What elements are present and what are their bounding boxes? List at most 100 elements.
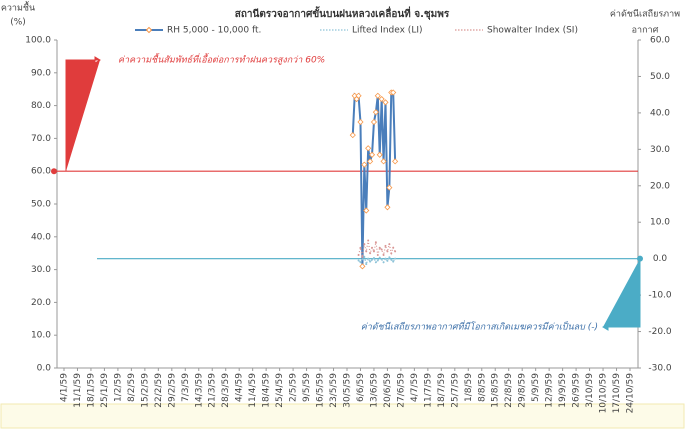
marker xyxy=(392,260,395,263)
marker xyxy=(384,244,387,247)
marker xyxy=(392,246,395,249)
marker xyxy=(372,250,375,253)
marker xyxy=(376,254,379,257)
marker xyxy=(371,258,374,261)
marker xyxy=(390,89,397,96)
marker xyxy=(365,145,372,152)
x-tick-label: 2/5/59 xyxy=(289,373,299,402)
y-tick-label: 90.0 xyxy=(31,68,51,78)
marker xyxy=(382,99,389,106)
marker xyxy=(361,258,364,261)
annotation-arrow xyxy=(602,258,641,331)
x-tick-label: 29/2/59 xyxy=(167,373,177,408)
y2-tick-label: -10.0 xyxy=(648,291,672,301)
x-tick-label: 5/9/59 xyxy=(531,373,541,402)
x-tick-label: 1/8/59 xyxy=(464,373,474,402)
marker xyxy=(372,256,375,259)
marker xyxy=(363,207,370,214)
x-tick-label: 13/6/59 xyxy=(369,373,379,408)
x-tick-label: 16/5/59 xyxy=(316,373,326,408)
marker xyxy=(368,151,376,158)
marker xyxy=(349,132,356,139)
chart-title: สถานีตรวจอากาศขั้นบนฝนหลวงเคลื่อนที่ จ.ช… xyxy=(235,6,450,20)
marker xyxy=(382,254,385,257)
marker xyxy=(367,257,370,260)
x-tick-label: 15/8/59 xyxy=(491,373,501,408)
y-tick-label: 20.0 xyxy=(31,298,51,308)
x-tick-label: 24/10/59 xyxy=(626,373,636,414)
y2-label: อากาศ xyxy=(632,26,659,36)
marker xyxy=(374,241,377,244)
marker xyxy=(380,258,383,261)
marker xyxy=(357,259,360,262)
marker xyxy=(359,261,362,264)
x-tick-label: 8/8/59 xyxy=(477,373,487,402)
marker xyxy=(384,257,387,260)
x-tick-label: 20/6/59 xyxy=(383,373,393,408)
x-tick-label: 22/2/59 xyxy=(154,373,164,408)
x-tick-label: 18/1/59 xyxy=(86,373,96,408)
legend-label: Lifted Index (LI) xyxy=(352,26,423,36)
x-tick-label: 4/1/59 xyxy=(60,373,70,402)
marker xyxy=(374,92,381,99)
marker xyxy=(390,258,393,261)
marker xyxy=(386,250,389,253)
x-tick-label: 7/3/59 xyxy=(181,373,191,402)
legend-marker xyxy=(145,26,153,34)
x-tick-label: 25/4/59 xyxy=(275,373,285,408)
marker xyxy=(357,118,364,126)
y2-tick-label: 60.0 xyxy=(650,36,670,46)
y-tick-label: 60.0 xyxy=(31,167,51,177)
reference-dot xyxy=(51,168,57,175)
x-tick-label: 19/9/59 xyxy=(558,373,568,408)
x-tick-label: 11/7/59 xyxy=(423,373,433,408)
y-tick-label: 40.0 xyxy=(31,232,51,242)
marker xyxy=(394,250,397,253)
x-tick-label: 8/2/59 xyxy=(127,373,137,402)
y2-tick-label: 30.0 xyxy=(650,145,670,155)
marker xyxy=(392,158,399,165)
y-tick-label: 10.0 xyxy=(31,331,51,341)
annotation: ค่าดัชนีเสถียรภาพอากาศที่มีโอกาสเกิดเมฆค… xyxy=(361,320,598,333)
marker xyxy=(372,109,379,116)
marker xyxy=(378,95,385,103)
marker xyxy=(382,261,385,264)
x-tick-label: 22/8/59 xyxy=(504,373,514,408)
legend-label: RH 5,000 - 10,000 ft. xyxy=(167,26,261,36)
x-tick-label: 11/1/59 xyxy=(73,373,83,408)
marker xyxy=(369,252,372,255)
x-tick-label: 26/9/59 xyxy=(572,373,582,408)
x-tick-label: 3/10/59 xyxy=(585,373,595,408)
y-tick-label: 50.0 xyxy=(31,200,51,210)
marker xyxy=(374,261,377,264)
y-tick-label: 80.0 xyxy=(31,101,51,111)
x-tick-label: 12/9/59 xyxy=(545,373,555,408)
marker xyxy=(361,161,368,168)
marker xyxy=(359,246,362,249)
marker xyxy=(378,256,381,259)
marker xyxy=(380,248,383,251)
y-label: ความชื้น xyxy=(1,1,35,14)
x-tick-label: 17/10/59 xyxy=(612,373,622,414)
y2-tick-label: 10.0 xyxy=(650,218,670,228)
marker xyxy=(367,239,370,242)
x-tick-label: 18/4/59 xyxy=(262,373,272,408)
legend-label: Showalter Index (SI) xyxy=(487,26,578,36)
marker xyxy=(355,92,362,99)
y2-label: ค่าดัชนีเสถียรภาพ xyxy=(610,9,680,20)
x-tick-label: 4/7/59 xyxy=(410,373,420,402)
marker xyxy=(376,259,379,262)
marker xyxy=(361,255,364,258)
x-tick-label: 27/6/59 xyxy=(396,373,406,408)
marker xyxy=(378,246,381,249)
marker xyxy=(390,252,393,255)
marker xyxy=(365,263,368,266)
x-tick-label: 1/2/59 xyxy=(113,373,123,402)
y2-tick-label: -20.0 xyxy=(648,327,672,337)
y-tick-label: 0.0 xyxy=(37,364,52,374)
annotation-arrow xyxy=(65,56,101,172)
y2-tick-label: 50.0 xyxy=(650,72,670,82)
x-tick-label: 23/5/59 xyxy=(329,373,339,408)
